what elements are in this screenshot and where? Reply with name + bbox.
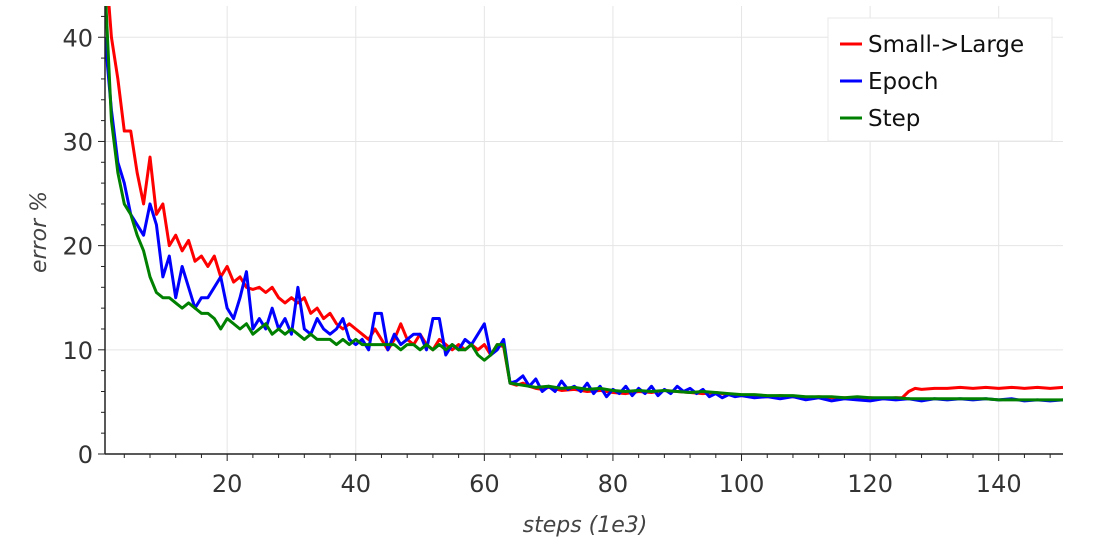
x-axis-title: steps (1e3) xyxy=(523,513,648,538)
series-line-step xyxy=(105,6,1063,402)
series-layer xyxy=(105,6,1063,403)
legend-label-step: Step xyxy=(868,106,920,132)
x-tick-label: 80 xyxy=(598,470,629,498)
x-tick-label: 120 xyxy=(847,470,893,498)
y-tick-label: 40 xyxy=(62,24,93,52)
x-tick-label: 20 xyxy=(212,470,243,498)
axes xyxy=(98,6,1063,461)
tick-labels: 20 40 60 80 100 120 140 0 10 20 30 40 xyxy=(62,24,1021,498)
y-tick-label: 20 xyxy=(62,233,93,261)
x-tick-label: 60 xyxy=(469,470,500,498)
legend-box xyxy=(827,17,1053,142)
legend: Small->Large Epoch Step xyxy=(827,17,1053,142)
legend-label-epoch: Epoch xyxy=(868,69,938,95)
y-tick-label: 30 xyxy=(62,128,93,156)
x-tick-label: 100 xyxy=(719,470,765,498)
y-tick-label: 0 xyxy=(78,441,93,469)
x-tick-label: 140 xyxy=(976,470,1022,498)
x-tick-label: 40 xyxy=(340,470,371,498)
legend-label-small-large: Small->Large xyxy=(868,32,1024,58)
y-tick-label: 10 xyxy=(62,337,93,365)
series-line-epoch xyxy=(105,37,1063,403)
y-axis-title: error % xyxy=(27,191,52,273)
